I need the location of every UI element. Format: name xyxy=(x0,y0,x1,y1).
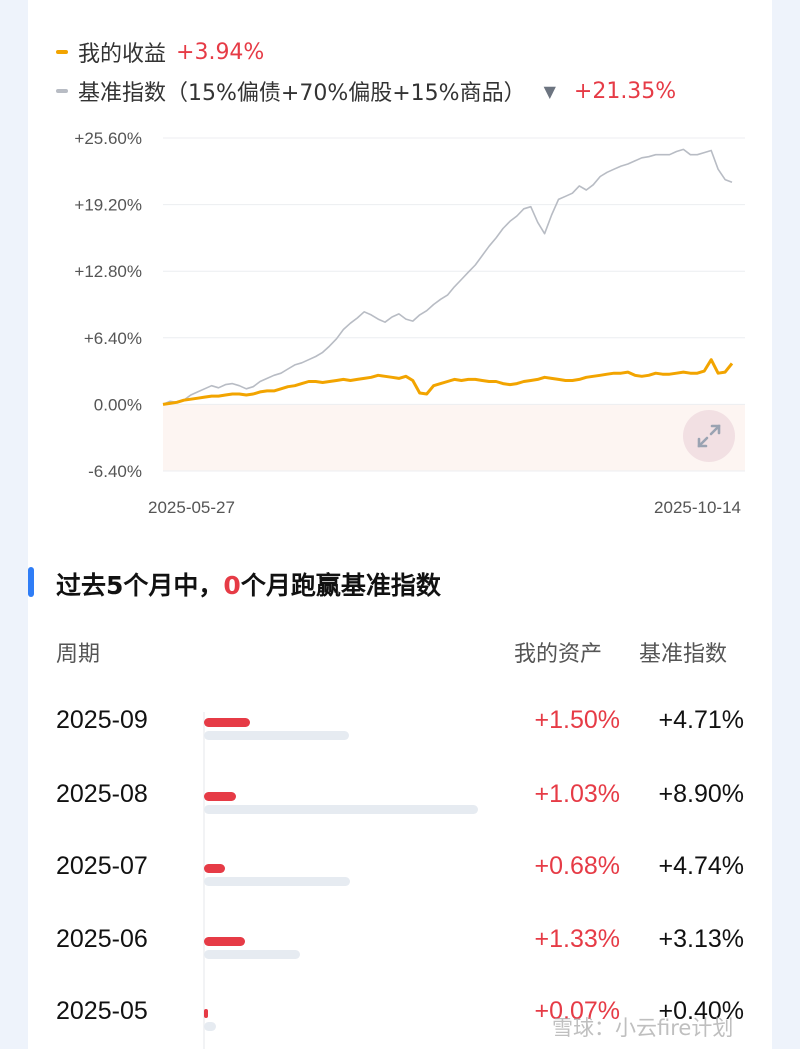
bar-mine xyxy=(204,864,225,873)
row-period: 2025-08 xyxy=(56,780,148,808)
row-bench-value: +0.40% xyxy=(658,997,745,1025)
y-tick-label: -6.40% xyxy=(88,462,142,481)
series-line-benchmark xyxy=(162,148,733,406)
row-period: 2025-05 xyxy=(56,997,148,1025)
row-bench-value: +4.71% xyxy=(658,706,745,734)
legend-item-mine[interactable]: 我的收益 +3.94% xyxy=(56,36,264,68)
y-tick-label: +12.80% xyxy=(74,262,142,281)
row-mine-value: +0.07% xyxy=(534,997,621,1025)
section-title: 过去5个月中，0个月跑赢基准指数 xyxy=(56,566,441,602)
legend-value-bench: +21.35% xyxy=(573,78,677,104)
row-bench-value: +8.90% xyxy=(658,780,745,808)
legend-value-mine: +3.94% xyxy=(176,39,265,65)
y-tick-label: +6.40% xyxy=(84,329,142,348)
expand-icon xyxy=(697,424,721,448)
row-bench-value: +4.74% xyxy=(658,852,745,880)
row-mine-value: +1.33% xyxy=(534,925,621,953)
row-bench-value: +3.13% xyxy=(658,925,745,953)
row-period: 2025-09 xyxy=(56,706,148,734)
bar-benchmark xyxy=(204,950,301,959)
watermark: 雪球：小云fire计划 xyxy=(552,1016,734,1040)
bar-mine xyxy=(204,1009,208,1018)
series-line-mine xyxy=(162,358,734,406)
triangle-down-icon[interactable]: ▼ xyxy=(543,81,556,101)
x-tick-label-start: 2025-05-27 xyxy=(148,498,235,517)
row-mine-value: +1.03% xyxy=(534,780,621,808)
bar-benchmark xyxy=(204,877,350,886)
bar-mine xyxy=(204,718,251,727)
legend-label-bench: 基准指数（15%偏债+70%偏股+15%商品） xyxy=(78,81,526,106)
legend-swatch-bench xyxy=(56,89,68,93)
bar-mine xyxy=(204,937,245,946)
legend-item-bench[interactable]: 基准指数（15%偏债+70%偏股+15%商品） ▼ +21.35% xyxy=(56,75,676,107)
expand-chart-button[interactable] xyxy=(683,410,735,462)
row-period: 2025-07 xyxy=(56,852,148,880)
column-header-period: 周期 xyxy=(56,642,101,667)
row-mine-value: +0.68% xyxy=(534,852,621,880)
y-tick-label: 0.00% xyxy=(94,395,142,414)
row-period: 2025-06 xyxy=(56,925,148,953)
column-header-bench: 基准指数 xyxy=(639,642,728,667)
bar-benchmark xyxy=(204,1022,217,1031)
y-tick-label: +25.60% xyxy=(74,129,142,148)
legend-swatch-mine xyxy=(56,50,68,54)
legend-label-mine: 我的收益 xyxy=(78,42,167,67)
bar-mine xyxy=(204,792,236,801)
bar-benchmark xyxy=(204,805,478,814)
section-accent-bar xyxy=(28,567,34,597)
y-tick-label: +19.20% xyxy=(74,196,142,215)
content-card xyxy=(28,0,772,1049)
performance-chart[interactable]: +25.60% +19.20% +12.80% +6.40% 0.00% -6.40% 20… xyxy=(0,0,800,530)
row-mine-value: +1.50% xyxy=(534,706,621,734)
section-title-count: 0 xyxy=(223,571,241,600)
x-tick-label-end: 2025-10-14 xyxy=(654,498,741,517)
negative-zone xyxy=(163,404,745,471)
section-title-suffix: 个月跑赢基准指数 xyxy=(240,571,441,600)
bar-benchmark xyxy=(204,731,349,740)
section-title-prefix: 过去5个月中， xyxy=(56,571,224,600)
column-header-mine: 我的资产 xyxy=(514,642,603,667)
